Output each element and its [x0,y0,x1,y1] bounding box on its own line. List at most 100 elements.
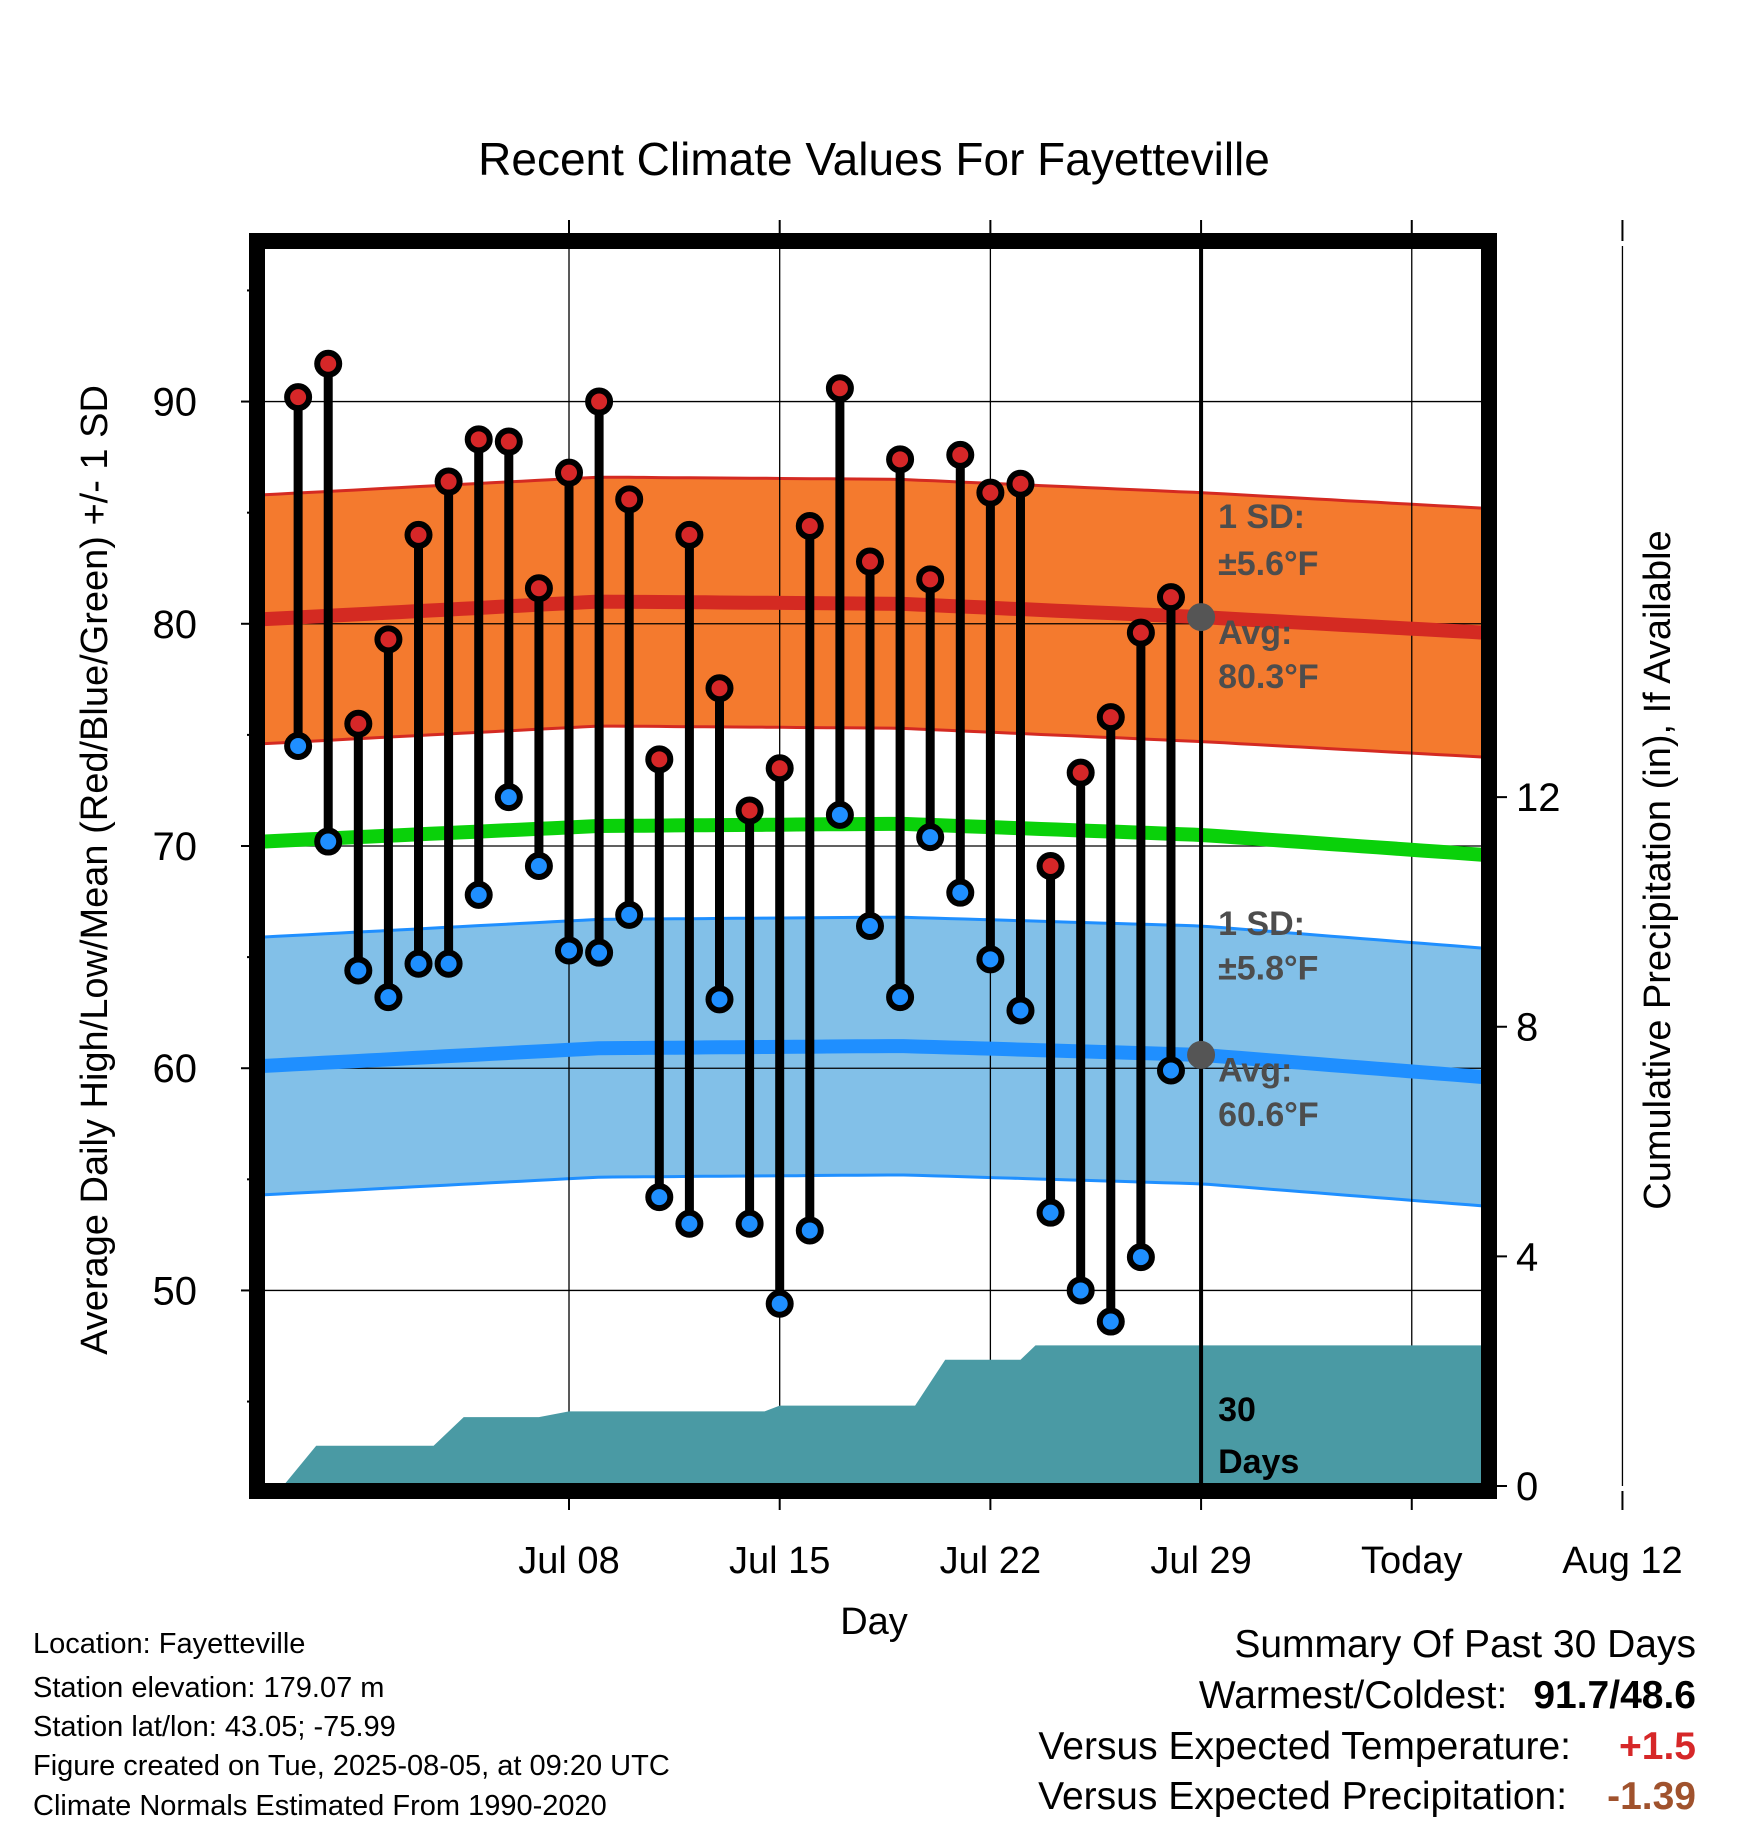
x-tick-label: Jul 15 [729,1540,830,1582]
high-avg-annotation-label: Avg: [1218,614,1292,652]
low-point [675,1209,704,1238]
plot-area: 1 SD: ±5.6°F Avg: 80.3°F 1 SD: ±5.8°F Avg: 60.6… [153,220,1683,1582]
created-text: Figure created on Tue, 2025-08-05, at 09… [33,1750,670,1782]
high-point [404,520,433,549]
low-point [374,983,403,1012]
x-tick-label: Jul 22 [940,1540,1041,1582]
days-count-annotation: 30 [1218,1391,1256,1429]
y2-axis-label: Cumulative Precipitation (in), If Availa… [1637,530,1679,1209]
chart-title: Recent Climate Values For Fayetteville [478,133,1270,185]
y-tick-label: 70 [153,825,198,869]
high-point [284,383,313,412]
high-sd-annotation-label: 1 SD: [1218,498,1305,536]
y-axis-label: Average Daily High/Low/Mean (Red/Blue/Gr… [74,385,116,1355]
high-point [524,574,553,603]
y2-tick-label: 12 [1516,776,1561,820]
high-point [464,425,493,454]
low-point [795,1216,824,1245]
low-point [976,945,1005,974]
low-point [645,1183,674,1212]
high-point [825,374,854,403]
low-point [284,732,313,760]
x-tick-label: Jul 29 [1150,1540,1251,1582]
precip-vs-expected-value: -1.39 [1607,1775,1696,1818]
high-point [916,565,945,594]
low-normal-line [261,1039,1485,1085]
normals-text: Climate Normals Estimated From 1990-2020 [33,1790,607,1822]
low-sd-lower-edge [261,1173,1485,1208]
low-point [314,827,343,856]
high-point [555,458,584,487]
x-tick-label: Aug 12 [1562,1540,1682,1582]
plot-frame [249,233,1497,1499]
low-sd-annotation-value: ±5.8°F [1218,949,1318,987]
summary-precip-row: Versus Expected Precipitation: -1.39 [1038,1775,1696,1819]
y-tick-label: 60 [153,1047,198,1091]
low-avg-annotation-label: Avg: [1218,1052,1292,1090]
low-point [946,878,975,907]
low-point [855,912,884,940]
low-point [615,900,644,929]
summary-warmest-row: Warmest/Coldest: 91.7/48.6 [1199,1674,1696,1718]
latlon-text: Station lat/lon: 43.05; -75.99 [33,1711,396,1743]
precip-area [283,1345,1485,1486]
high-point [946,440,975,469]
y2-tick-label: 0 [1516,1465,1538,1509]
x-tick-label: Today [1361,1540,1462,1582]
days-label-annotation: Days [1218,1443,1299,1481]
y2-tick-label: 8 [1516,1006,1538,1050]
low-point [1156,1056,1185,1085]
summary-title: Summary Of Past 30 Days [1234,1623,1696,1666]
low-point [434,949,463,978]
elevation-text: Station elevation: 179.07 m [33,1672,385,1704]
low-point [344,956,373,985]
low-point [524,852,553,880]
warmest-coldest-label: Warmest/Coldest: [1198,1674,1508,1717]
low-point [886,983,915,1012]
high-point [1156,583,1185,612]
high-point [1036,852,1065,880]
low-point [1036,1198,1065,1227]
y2-tick-label: 4 [1516,1235,1538,1279]
low-point [494,783,523,812]
high-point [735,796,764,825]
x-axis-label: Day [840,1601,908,1643]
high-point [1126,618,1155,647]
precip-vs-expected-label: Versus Expected Precipitation: [1038,1775,1568,1818]
high-point [645,745,674,774]
y-tick-label: 50 [153,1269,198,1313]
low-avg-annotation-value: 60.6°F [1218,1096,1319,1134]
high-point [795,512,824,540]
high-sd-annotation-value: ±5.6°F [1218,545,1318,583]
summary-temp-row: Versus Expected Temperature: +1.5 [1038,1725,1696,1769]
location-text: Location: Fayetteville [33,1628,306,1660]
low-sd-annotation-label: 1 SD: [1218,905,1305,943]
x-tick-label: Jul 08 [518,1540,619,1582]
high-point [1096,703,1125,732]
low-point [464,880,493,909]
low-point [825,800,854,829]
low-sd-band [262,917,1484,1206]
high-point [886,445,915,474]
low-point [1096,1307,1125,1336]
high-point [434,467,463,496]
high-sd-upper-edge [261,475,1485,510]
today-high-normal-marker [1187,603,1216,632]
high-point [494,427,523,456]
high-avg-annotation-value: 80.3°F [1218,658,1319,696]
low-point [1126,1243,1155,1272]
y-tick-label: 80 [153,603,198,647]
low-point [1006,996,1035,1025]
temp-vs-expected-label: Versus Expected Temperature: [1038,1725,1571,1768]
today-low-normal-marker [1187,1040,1216,1069]
high-point [1006,469,1035,498]
high-point [675,520,704,549]
low-point [404,949,433,978]
high-point [1066,758,1095,787]
low-point [1066,1276,1095,1305]
low-point [585,938,614,967]
y-tick-label: 90 [153,381,198,425]
low-point [916,823,945,852]
warmest-coldest-value: 91.7/48.6 [1533,1674,1696,1717]
